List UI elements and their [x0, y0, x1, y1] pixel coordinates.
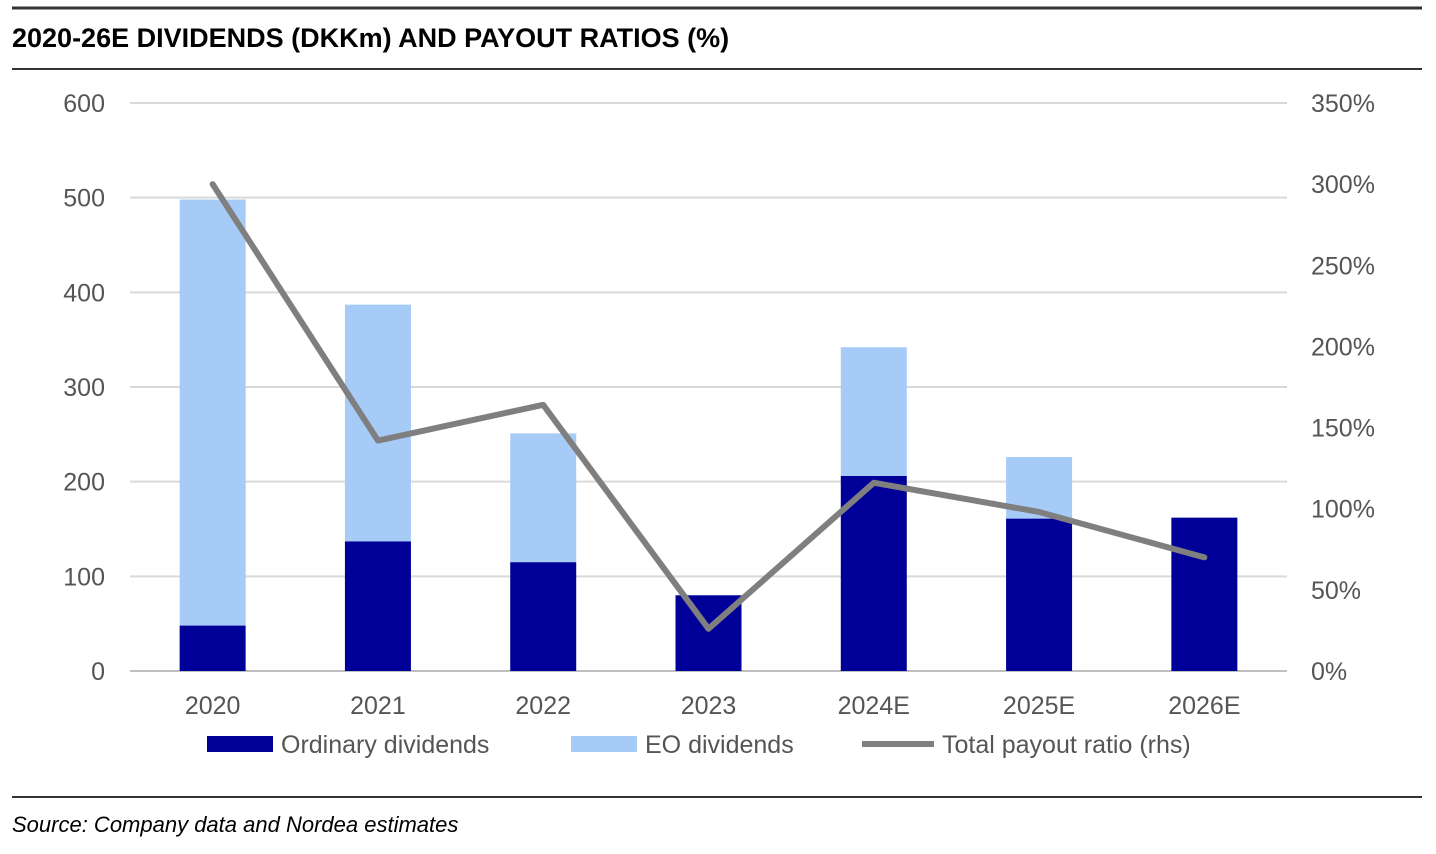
x-tick-label: 2023 — [681, 692, 737, 720]
right-tick-label: 200% — [1311, 333, 1375, 361]
payout-ratio-line — [209, 181, 1208, 632]
x-tick-label: 2021 — [350, 692, 406, 720]
legend-swatch — [571, 736, 637, 752]
left-tick-label: 600 — [63, 90, 105, 118]
eo-dividend-bar — [510, 433, 577, 563]
left-tick-label: 400 — [63, 279, 105, 307]
right-tick-label: 300% — [1311, 171, 1375, 199]
legend-label: EO dividends — [645, 731, 794, 759]
x-tick-label: 2020 — [185, 692, 241, 720]
left-tick-label: 300 — [63, 374, 105, 402]
right-axis-ticks: 0% 50% 100% 150% 200% 250% 300% 350% — [1311, 90, 1375, 686]
eo-dividend-bar — [179, 199, 246, 626]
legend: Ordinary dividends EO dividends Total payo… — [207, 731, 1191, 759]
right-tick-label: 350% — [1311, 90, 1375, 118]
source-note: Source: Company data and Nordea estimate… — [12, 812, 458, 837]
ordinary-dividend-bar — [1006, 518, 1073, 671]
payout-line — [209, 181, 1208, 632]
left-axis-ticks: 0 100 200 300 400 500 600 — [63, 90, 105, 686]
x-tick-label: 2025E — [1003, 692, 1075, 720]
x-tick-label: 2024E — [838, 692, 910, 720]
legend-swatch — [207, 736, 273, 752]
x-tick-label: 2022 — [515, 692, 571, 720]
ordinary-dividend-bar — [179, 625, 246, 671]
chart-title: 2020-26E DIVIDENDS (DKKm) AND PAYOUT RAT… — [12, 23, 729, 53]
left-tick-label: 0 — [91, 658, 105, 686]
left-tick-label: 200 — [63, 469, 105, 497]
right-tick-label: 100% — [1311, 496, 1375, 524]
bars — [179, 199, 1238, 671]
left-tick-label: 500 — [63, 185, 105, 213]
left-tick-label: 100 — [63, 563, 105, 591]
eo-dividend-bar — [344, 304, 411, 542]
right-tick-label: 150% — [1311, 415, 1375, 443]
right-tick-label: 250% — [1311, 252, 1375, 280]
eo-dividend-bar — [840, 347, 907, 476]
ordinary-dividend-bar — [840, 475, 907, 671]
legend-label: Ordinary dividends — [281, 731, 489, 759]
x-tick-label: 2026E — [1168, 692, 1240, 720]
legend-label: Total payout ratio (rhs) — [942, 731, 1191, 759]
ordinary-dividend-bar — [510, 562, 577, 671]
ordinary-dividend-bar — [344, 541, 411, 671]
x-axis-ticks: 2020 2021 2022 2023 2024E 2025E 2026E — [185, 692, 1241, 720]
ordinary-dividend-bar — [1171, 517, 1238, 671]
gridlines — [130, 102, 1287, 672]
right-tick-label: 0% — [1311, 658, 1347, 686]
right-tick-label: 50% — [1311, 577, 1361, 605]
